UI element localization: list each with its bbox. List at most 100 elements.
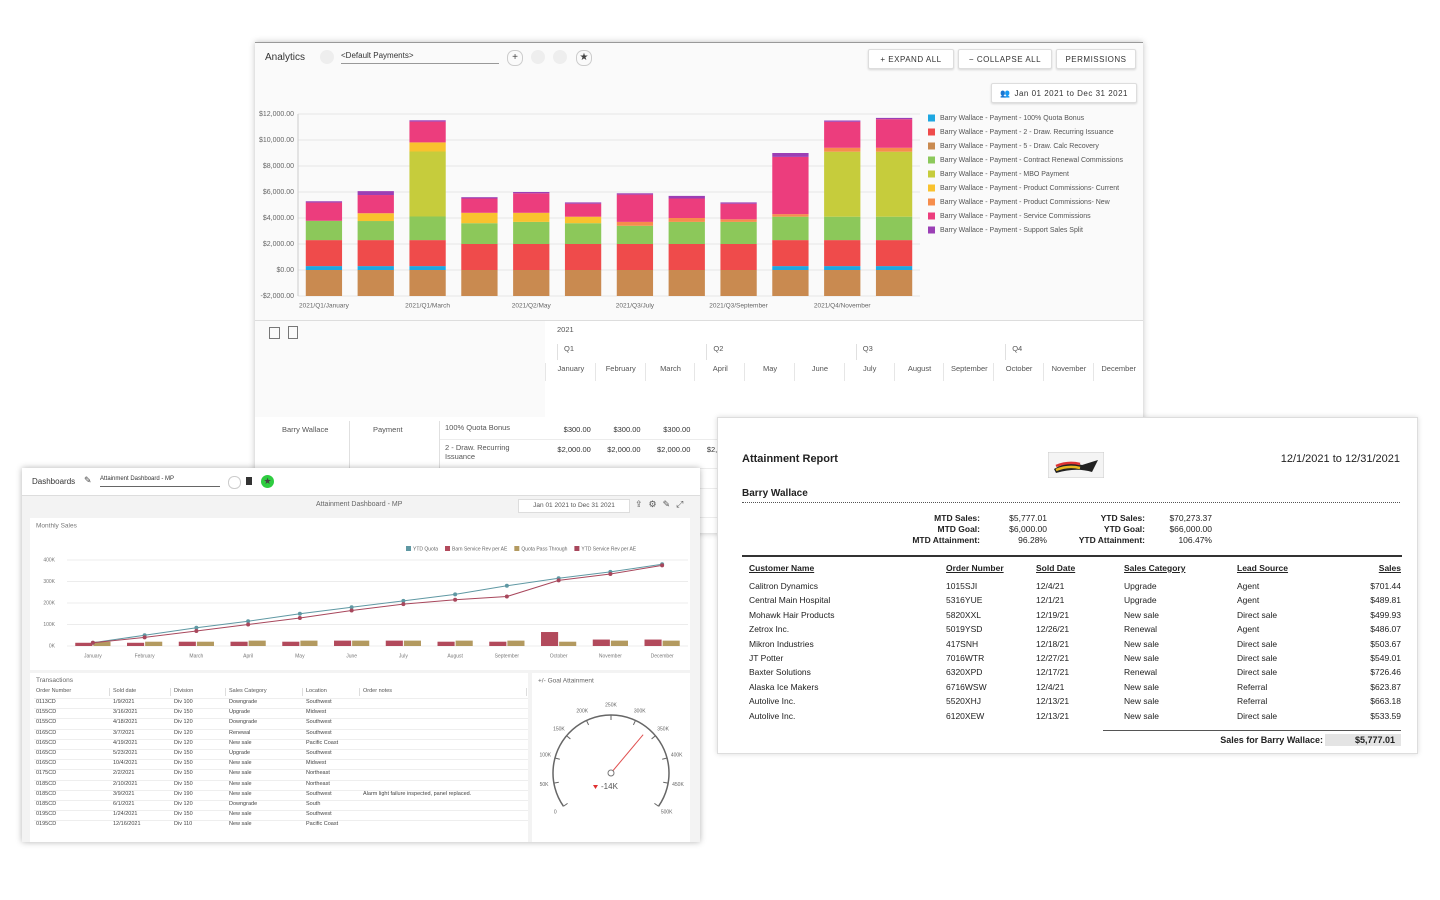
table-cell: Div 150 xyxy=(174,811,193,818)
bar-segment xyxy=(720,219,757,222)
transactions-card xyxy=(30,673,528,842)
export-icon[interactable] xyxy=(269,327,280,339)
monthly-sales-chart: Monthly Sales 0K 100K 200K 300K 400K January Fe… xyxy=(36,523,688,659)
dotted-rule xyxy=(742,502,1400,503)
table-cell: Div 150 xyxy=(174,780,193,787)
add-icon[interactable]: + xyxy=(507,50,523,66)
bar-segment xyxy=(357,221,394,241)
table-cell: Southwest xyxy=(306,811,332,818)
bar-segment xyxy=(720,202,757,204)
bar-segment xyxy=(564,202,602,204)
dashboard-dropdown[interactable]: Attainment Dashboard - MP xyxy=(100,476,220,487)
legend-label: Barry Wallace - Payment - Product Commis… xyxy=(940,185,1119,192)
legend-swatch xyxy=(928,128,935,136)
gauge-tick xyxy=(553,781,559,784)
table-cell: 0113CD xyxy=(36,699,56,705)
row-divider xyxy=(34,769,528,771)
date-range-button[interactable]: 👥 Jan 01 2021 to Dec 31 2021 xyxy=(991,83,1137,103)
x-tick-label: March xyxy=(189,653,203,659)
bar-segment xyxy=(564,244,602,270)
bar xyxy=(127,642,145,646)
gauge-tick xyxy=(651,735,656,740)
gauge-tick-label: 100K xyxy=(539,753,551,759)
gauge-tick xyxy=(586,720,590,726)
report-cell: 6120XEW xyxy=(946,710,985,721)
gauge-tick xyxy=(654,802,659,807)
bar xyxy=(352,640,370,646)
table-cell: Renewal xyxy=(229,729,251,736)
line-point xyxy=(142,635,147,640)
report-cell: Alaska Ice Makers xyxy=(749,681,819,692)
table-cell: 4/19/2021 xyxy=(113,739,138,746)
dashboard-actions[interactable]: ⇪⚙✎⤢ xyxy=(635,499,690,509)
table-cell: 0165CD xyxy=(36,729,57,736)
table-cell: Div 120 xyxy=(174,719,193,726)
bar-segment xyxy=(305,201,343,203)
table-cell: 0195CD xyxy=(36,821,57,828)
bar xyxy=(300,640,318,646)
legend-swatch xyxy=(928,170,935,178)
bar-segment xyxy=(668,198,705,218)
permissions-button[interactable]: PERMISSIONS xyxy=(1056,49,1136,69)
bar xyxy=(75,642,93,646)
edit-icon[interactable] xyxy=(320,50,334,64)
bar xyxy=(559,641,577,646)
bar-segment xyxy=(305,266,343,270)
x-tick-label: May xyxy=(295,653,305,659)
dashboard-date-range[interactable]: Jan 01 2021 to Dec 31 2021 xyxy=(518,499,630,513)
bar xyxy=(145,641,163,646)
bar-segment xyxy=(513,270,550,296)
expand-all-button[interactable]: + EXPAND ALL xyxy=(868,49,954,69)
column-header: Division xyxy=(174,688,226,696)
report-cell: Agent xyxy=(1237,624,1260,635)
collapse-all-button[interactable]: − COLLAPSE ALL xyxy=(958,49,1052,69)
report-cell: $623.87 xyxy=(1370,681,1401,692)
delete-icon[interactable] xyxy=(553,50,567,64)
favorite-icon[interactable]: ★ xyxy=(576,50,592,66)
report-cell: $549.01 xyxy=(1370,653,1401,663)
table-cell: New sale xyxy=(229,739,252,746)
report-cell: 6320XPD xyxy=(946,667,983,678)
report-cell: $503.67 xyxy=(1370,638,1401,649)
legend-label: Barry Wallace - Payment - 100% Quota Bon… xyxy=(940,115,1085,122)
legend-swatch xyxy=(928,156,935,164)
delete-icon[interactable] xyxy=(246,477,252,485)
table-cell: Div 110 xyxy=(174,821,193,828)
table-cell: Southwest xyxy=(306,699,332,705)
view-dropdown[interactable]: <Default Payments> xyxy=(341,51,499,64)
bar-segment xyxy=(461,270,498,296)
column-header: Order notes xyxy=(363,688,527,696)
bar-segment xyxy=(461,223,498,244)
info-icon[interactable] xyxy=(228,476,241,489)
table-cell: Upgrade xyxy=(229,709,251,716)
report-cell: Agent xyxy=(1237,581,1260,591)
bar-segment xyxy=(720,270,757,296)
pivot-cell: $2,000.00 xyxy=(607,445,641,454)
total-value: $5,777.01 xyxy=(1325,734,1401,746)
report-cell: Renewal xyxy=(1124,624,1158,635)
line-point xyxy=(608,571,613,576)
bar-segment xyxy=(875,151,913,217)
table-cell: Div 150 xyxy=(174,709,193,716)
month-header: March xyxy=(644,363,696,381)
report-cell: Direct sale xyxy=(1237,710,1278,721)
table-cell: 0185CD xyxy=(36,780,57,787)
y-tick-label: $12,000.00 xyxy=(259,111,294,118)
gauge-card xyxy=(532,673,690,842)
gauge-tick-label: 350K xyxy=(657,727,669,733)
bar xyxy=(437,641,455,646)
x-tick-label: 2021/Q3/September xyxy=(709,303,768,310)
y-tick-label: $8,000.00 xyxy=(263,163,294,170)
save-icon[interactable] xyxy=(531,50,545,64)
print-icon[interactable] xyxy=(288,326,298,339)
bar-segment xyxy=(305,202,343,221)
report-cell: $663.18 xyxy=(1370,696,1401,707)
bar xyxy=(455,640,473,646)
edit-icon[interactable]: ✎ xyxy=(84,475,92,485)
bar-segment xyxy=(461,197,498,199)
stat-label: MTD Goal: xyxy=(937,524,981,534)
bar xyxy=(282,641,300,646)
y-tick-label: 100K xyxy=(43,622,55,628)
legend-swatch xyxy=(574,546,580,551)
favorite-icon[interactable]: ★ xyxy=(261,475,274,488)
